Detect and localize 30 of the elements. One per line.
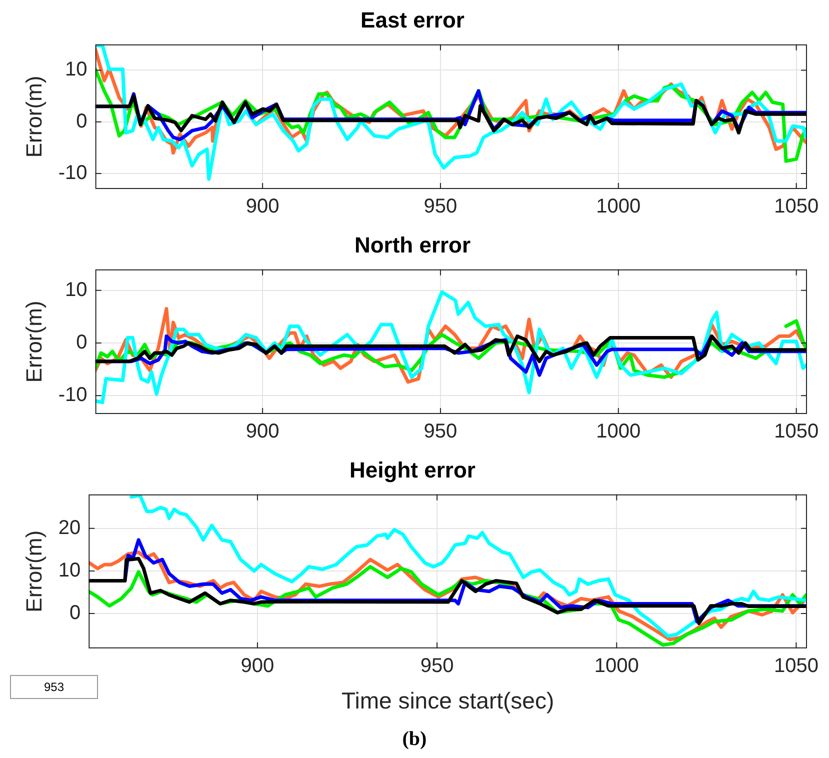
x-tick-label: 950 bbox=[424, 420, 458, 443]
y-tick-label: 0 bbox=[70, 602, 81, 624]
y-tick-label: -10 bbox=[58, 384, 88, 406]
x-tick-label: 1000 bbox=[594, 654, 639, 677]
x-tick-label: 1050 bbox=[774, 196, 819, 218]
chart-title: East error bbox=[360, 7, 465, 32]
y-tick-label: 0 bbox=[76, 110, 88, 132]
y-tick-label: 10 bbox=[65, 278, 88, 301]
y-tick-label: 10 bbox=[58, 559, 81, 582]
y-axis-title: Error(m) bbox=[21, 300, 46, 383]
text: 953 bbox=[10, 675, 98, 699]
text: (b) bbox=[401, 728, 428, 751]
x-tick-label: 900 bbox=[246, 196, 280, 218]
y-axis-title: Error(m) bbox=[21, 76, 46, 158]
x-axis-title: Time since start(sec) bbox=[342, 688, 554, 714]
x-tick-label: 900 bbox=[240, 654, 274, 677]
x-tick-label: 1000 bbox=[596, 196, 641, 218]
x-tick-label: 1050 bbox=[774, 420, 819, 443]
y-tick-label: -10 bbox=[58, 162, 88, 184]
chart-title: North error bbox=[354, 232, 471, 258]
x-tick-label: 950 bbox=[424, 196, 458, 218]
chart-title: Height error bbox=[350, 457, 476, 482]
y-tick-label: 10 bbox=[65, 58, 88, 81]
x-tick-label: 1050 bbox=[774, 654, 818, 677]
x-tick-label: 900 bbox=[246, 420, 280, 443]
y-tick-label: 20 bbox=[58, 516, 81, 539]
x-tick-label: 1000 bbox=[596, 420, 641, 443]
x-tick-label: 950 bbox=[420, 654, 454, 677]
y-axis-title: Error(m) bbox=[21, 530, 46, 612]
y-tick-label: 0 bbox=[76, 332, 88, 354]
